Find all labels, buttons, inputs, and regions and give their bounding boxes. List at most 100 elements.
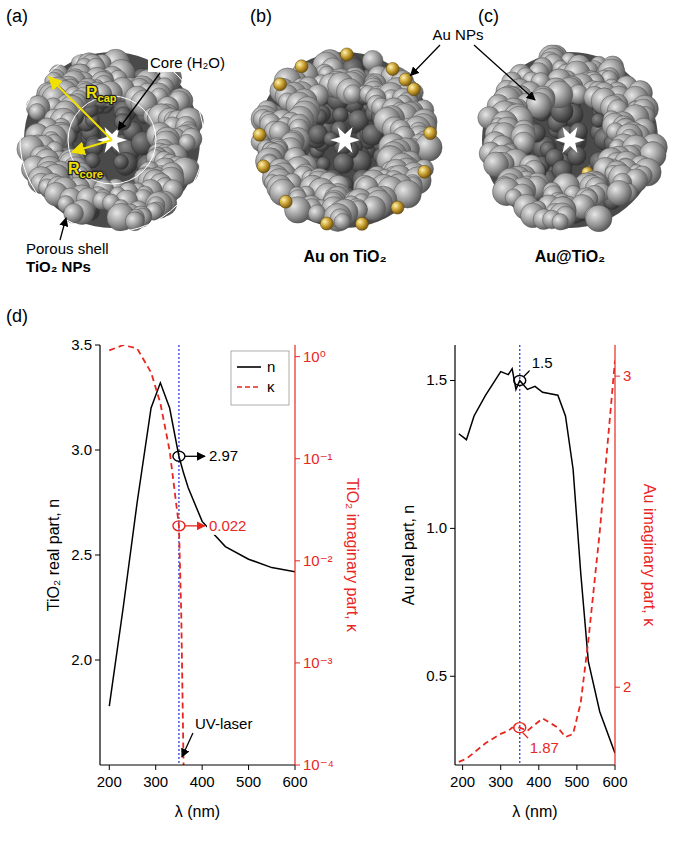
y-tick-label: 0.5	[426, 667, 447, 684]
x-tick	[202, 765, 203, 770]
annotation-marker	[173, 451, 185, 461]
y2-axis	[614, 345, 615, 765]
annotation-arrow	[524, 370, 530, 376]
y2-tick	[295, 662, 300, 663]
label: Au on TiO₂	[303, 248, 386, 265]
x-tick-label: 600	[282, 773, 307, 790]
y2-tick-label: 10⁻²	[303, 552, 333, 569]
tio2-particle-rear	[567, 146, 586, 165]
au-particle	[391, 201, 404, 214]
panel-label: (c)	[478, 6, 499, 26]
x-tick	[248, 765, 249, 770]
series-line	[459, 369, 615, 754]
y2-tick	[295, 356, 300, 357]
x-tick	[500, 765, 501, 770]
tio2-particle	[344, 85, 362, 103]
panel-label: (d)	[6, 306, 28, 326]
x-tick-label: 500	[564, 773, 589, 790]
y-tick-label: 3.5	[71, 336, 92, 353]
chart: 200300400500600λ (nm)2.02.53.03.5TiO₂ re…	[45, 336, 361, 820]
y2-tick	[615, 376, 620, 377]
x-axis	[455, 764, 615, 765]
panel-label: (b)	[250, 6, 272, 26]
y2-tick-label: 10⁻³	[303, 654, 333, 671]
tio2-particle	[29, 104, 46, 121]
annotation-marker	[514, 723, 526, 733]
y2-tick	[615, 687, 620, 688]
au-particle	[399, 73, 412, 86]
shell-arrow	[60, 218, 66, 240]
radius-main: R	[68, 160, 80, 177]
r-cap-arrow	[49, 77, 112, 140]
tio2-particle	[552, 214, 568, 230]
y-tick-label: 1.0	[426, 519, 447, 536]
y2-axis-title: TiO₂ imaginary part, κ	[344, 478, 361, 633]
capsule-back	[482, 52, 658, 228]
au-particle	[418, 165, 431, 178]
y-tick	[450, 528, 455, 529]
x-tick-label: 300	[488, 773, 513, 790]
label: Porous shell	[26, 240, 109, 257]
x-tick	[576, 765, 577, 770]
y2-tick-label: 10⁻⁴	[303, 756, 334, 773]
label: Au NPs	[433, 26, 484, 43]
capsule-back	[257, 52, 433, 228]
y-axis-title: TiO₂ real part, n	[45, 499, 62, 611]
annotation-label: 0.022	[209, 517, 247, 534]
annotation-label: 2.97	[209, 447, 238, 464]
y-tick	[95, 345, 100, 346]
hollow-core	[330, 127, 360, 153]
label: Au@TiO₂	[535, 248, 605, 265]
x-tick	[155, 765, 156, 770]
au-arrow	[474, 45, 535, 100]
y-tick	[95, 450, 100, 451]
au-particle	[424, 127, 437, 140]
y2-tick	[295, 560, 300, 561]
label-patch	[207, 446, 240, 465]
y-tick	[450, 676, 455, 677]
au-particle	[386, 62, 399, 75]
x-tick-label: 600	[602, 773, 627, 790]
laser-line	[519, 345, 520, 765]
x-tick-label: 200	[450, 773, 475, 790]
label-patch	[530, 353, 555, 372]
plot-area	[109, 345, 295, 765]
tio2-particle	[334, 214, 350, 230]
annotation-label: UV-laser	[195, 715, 253, 732]
cap-outline	[20, 48, 204, 232]
label: Core (H₂O)	[150, 54, 225, 71]
tio2-particle	[585, 205, 611, 231]
core-arrow	[118, 73, 160, 130]
y2-tick-label: 3	[623, 367, 631, 384]
figure: RcapRcoreCore (H₂O)Porous shellTiO₂ NPsA…	[0, 0, 676, 842]
legend: nκ	[231, 351, 289, 405]
y-tick	[95, 660, 100, 661]
au-particle	[279, 195, 292, 208]
y2-tick	[295, 765, 300, 766]
au-particle	[340, 48, 353, 61]
annotation-arrow	[185, 456, 205, 457]
annotation-label: 1.5	[532, 354, 553, 371]
x-axis-title: λ (nm)	[512, 803, 557, 820]
capsule-back	[24, 52, 200, 228]
annotation-label: 1.87	[530, 739, 559, 756]
annotation-arrow	[185, 525, 205, 526]
chart: 200300400500600λ (nm)0.51.01.5Au real pa…	[400, 345, 658, 820]
label-patch	[193, 714, 255, 733]
r-core-arrow	[72, 140, 112, 152]
y-tick-label: 3.0	[71, 441, 92, 458]
x-tick-label: 300	[143, 773, 168, 790]
y2-tick-label: 10⁰	[303, 348, 326, 365]
au-particle	[320, 217, 333, 230]
legend-label: κ	[267, 378, 275, 395]
annotations: 1.5 1.87	[514, 353, 561, 756]
annotation-marker	[514, 375, 526, 385]
x-tick	[615, 765, 616, 770]
annotation-arrow	[182, 733, 193, 757]
tio2-particle-rear	[333, 153, 353, 173]
legend-swatch	[237, 366, 261, 368]
y-tick-label: 2.5	[71, 546, 92, 563]
legend-swatch	[237, 386, 261, 388]
au-particle	[253, 128, 266, 141]
x-tick	[462, 765, 463, 770]
